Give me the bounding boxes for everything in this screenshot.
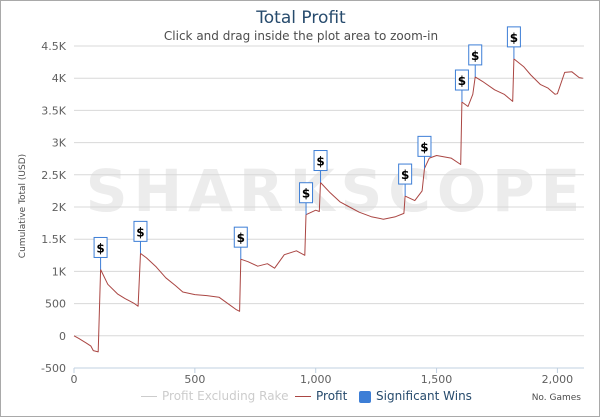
x-tick-label: 2,000: [542, 373, 574, 386]
y-tick-label: 500: [45, 298, 66, 311]
flag-box: [299, 182, 314, 204]
x-axis: 0 500 1,000 1,500 2,000: [71, 367, 584, 386]
legend-label: Profit: [316, 389, 348, 403]
significant-win-flag[interactable]: $: [93, 236, 108, 270]
legend[interactable]: Profit Excluding Rake Profit Significant…: [1, 389, 600, 407]
legend-item-significant-wins[interactable]: Significant Wins: [359, 389, 472, 403]
significant-win-flag[interactable]: $: [454, 69, 469, 103]
flag-box: [133, 220, 148, 242]
x-axis-title: No. Games: [531, 393, 581, 403]
y-tick-label: 2K: [52, 201, 67, 214]
significant-win-flag[interactable]: $: [313, 150, 328, 183]
flag-label: $: [237, 231, 245, 245]
significant-win-flag[interactable]: $: [299, 182, 314, 215]
flag-label: $: [401, 168, 409, 182]
y-tick-label: 1.5K: [41, 233, 66, 246]
y-tick-label: 3.5K: [41, 104, 66, 117]
flag-label: $: [136, 225, 144, 239]
x-tick-label: 1,000: [300, 373, 332, 386]
significant-win-flag[interactable]: $: [398, 163, 413, 197]
flag-box: [93, 236, 108, 258]
line-symbol-icon: [141, 396, 157, 397]
legend-item-profit-excluding-rake[interactable]: Profit Excluding Rake: [141, 389, 288, 403]
significant-win-flag[interactable]: $: [233, 226, 248, 260]
y-tick-label: 4.5K: [41, 40, 66, 53]
chart-subtitle: Click and drag inside the plot area to z…: [163, 29, 439, 43]
x-tick-label: 1,500: [421, 373, 453, 386]
flag-label: $: [458, 74, 466, 88]
significant-wins-flags[interactable]: $ $ $ $ $ $ $ $ $ $: [93, 26, 521, 270]
square-symbol-icon: [359, 390, 371, 403]
x-tick-label: 0: [71, 373, 78, 386]
flag-box: [454, 69, 469, 91]
flag-label: $: [420, 140, 428, 154]
flag-box: [468, 44, 483, 66]
flag-label: $: [316, 155, 324, 169]
y-axis: -500 0 500 1K 1.5K 2K 2.5K 3K 3.5K 4K 4.5K: [41, 40, 67, 375]
y-tick-label: 2.5K: [41, 169, 66, 182]
significant-win-flag[interactable]: $: [417, 135, 432, 169]
flag-box: [417, 135, 432, 157]
y-tick-label: 4K: [52, 72, 67, 85]
flag-box: [313, 150, 328, 172]
flag-label: $: [471, 49, 479, 63]
y-tick-label: -500: [41, 362, 66, 375]
significant-win-flag[interactable]: $: [468, 44, 483, 77]
significant-win-flag[interactable]: $: [133, 220, 148, 254]
significant-win-flag[interactable]: $: [506, 26, 521, 59]
legend-label: Profit Excluding Rake: [162, 389, 289, 403]
flag-label: $: [302, 187, 310, 201]
chart-title: Total Profit: [256, 8, 346, 28]
legend-label: Significant Wins: [376, 389, 472, 403]
y-tick-label: 1K: [52, 265, 67, 278]
grid-lines: [74, 45, 584, 369]
y-tick-label: 0: [59, 330, 66, 343]
legend-item-profit[interactable]: Profit: [295, 389, 347, 403]
flag-label: $: [96, 241, 104, 255]
flag-box: [506, 26, 521, 48]
flag-box: [233, 226, 248, 248]
y-axis-title: Cumulative Total (USD): [18, 154, 28, 258]
watermark: SHARKSCOPE: [86, 157, 587, 225]
y-tick-label: 3K: [52, 137, 67, 150]
flag-label: $: [510, 31, 518, 45]
line-symbol-icon: [295, 396, 311, 397]
flag-box: [398, 163, 413, 185]
x-tick-label: 500: [184, 373, 205, 386]
